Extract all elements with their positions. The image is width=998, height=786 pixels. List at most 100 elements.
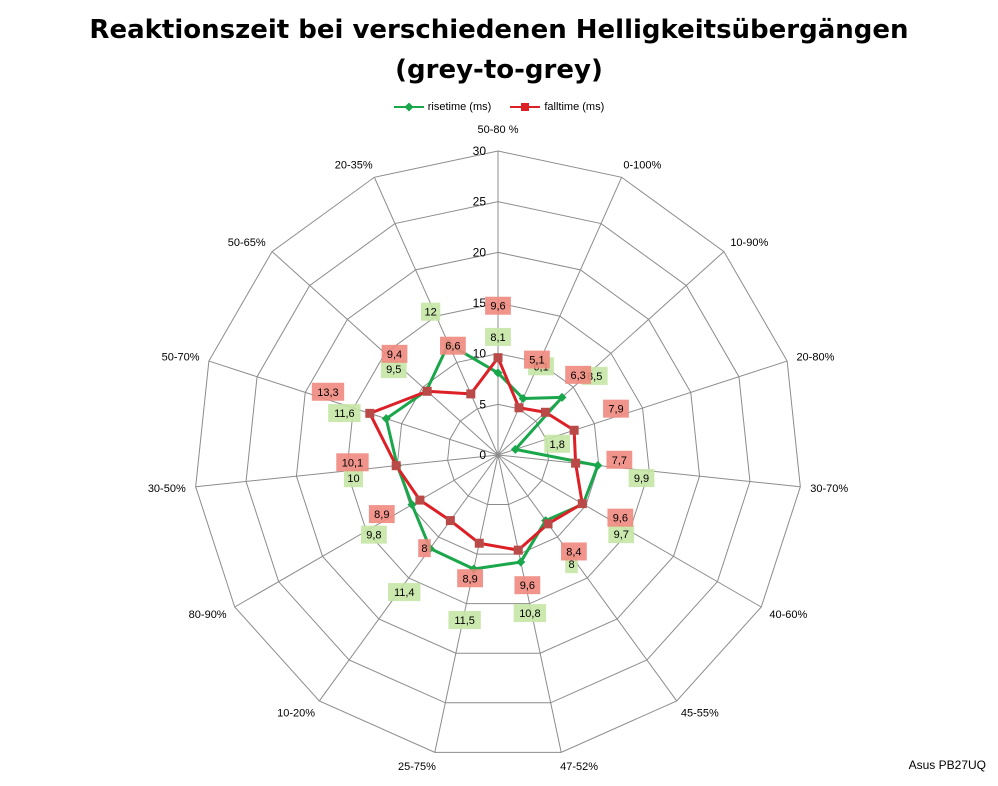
- category-label: 20-80%: [796, 352, 834, 364]
- data-label-bg: [485, 327, 511, 346]
- data-label: 7,9: [608, 404, 623, 416]
- data-label-bg: [607, 508, 634, 527]
- data-label-bg: [380, 360, 407, 379]
- data-label: 6,3: [570, 370, 585, 382]
- data-label: 13,3: [317, 387, 338, 399]
- data-label-bg: [457, 569, 483, 588]
- category-label: 47-52%: [560, 761, 598, 773]
- radial-tick-labels: 0 5 10 15 20 25 30: [473, 144, 487, 462]
- category-label: 0-100%: [623, 159, 661, 171]
- data-labels: 8,16,18,51,89,99,7810,811,511,49,81011,6…: [311, 296, 655, 630]
- data-label-bg: [418, 539, 431, 558]
- data-point: [569, 425, 579, 435]
- data-label: 8,4: [566, 546, 581, 558]
- data-point: [422, 386, 432, 396]
- data-label-bg: [381, 344, 408, 363]
- data-label: 9,9: [634, 473, 649, 485]
- data-point: [513, 545, 523, 555]
- grid-ring-15: [346, 302, 650, 605]
- series-line: [384, 342, 600, 571]
- data-label: 9,6: [520, 580, 535, 592]
- data-label-bg: [368, 505, 395, 524]
- category-label: 25-75%: [398, 761, 436, 773]
- data-label: 8,9: [374, 509, 389, 521]
- legend-swatch-risetime: [393, 103, 424, 111]
- data-label-bg: [311, 382, 345, 401]
- legend-label-falltime: falltime (ms): [544, 101, 605, 113]
- data-point: [466, 389, 476, 399]
- chart-legend: risetime (ms) falltime (ms): [0, 101, 998, 114]
- category-label: 30-70%: [810, 483, 848, 495]
- tick-label: 10: [473, 347, 487, 361]
- data-label: 9,6: [613, 513, 628, 525]
- data-label: 8: [568, 559, 574, 571]
- data-label-bg: [388, 583, 421, 602]
- data-label-bg: [565, 365, 592, 384]
- tick-label: 20: [473, 245, 487, 259]
- data-point: [407, 500, 417, 510]
- category-label: 50-70%: [162, 352, 200, 364]
- data-point: [445, 516, 455, 526]
- data-point: [571, 458, 581, 468]
- data-label-bg: [448, 611, 481, 630]
- data-label: 10,1: [342, 457, 363, 469]
- tick-label: 25: [473, 195, 487, 209]
- data-label: 12: [425, 307, 437, 319]
- data-label-bg: [328, 404, 361, 423]
- data-label-bg: [421, 302, 441, 321]
- series-line: [368, 356, 584, 552]
- data-label: 9,6: [490, 301, 505, 313]
- data-point: [391, 461, 401, 471]
- category-label: 30-50%: [148, 483, 186, 495]
- chart-title-line-1: Reaktionszeit bei verschiedenen Helligke…: [89, 15, 909, 45]
- radar-grid: [195, 150, 801, 753]
- data-label-bg: [628, 469, 655, 488]
- grid-spoke-9: [318, 454, 499, 702]
- data-label-bg: [603, 399, 629, 418]
- chart-title-line-2: (grey-to-grey): [395, 55, 603, 85]
- data-point: [381, 414, 391, 424]
- category-label: 10-20%: [277, 707, 315, 719]
- data-point: [365, 408, 375, 418]
- data-label-bg: [514, 576, 541, 595]
- data-point: [474, 538, 484, 548]
- category-label: 50-80 %: [478, 124, 519, 136]
- tick-label: 30: [473, 144, 487, 158]
- data-point: [510, 444, 520, 454]
- legend-swatch-falltime: [510, 103, 541, 111]
- data-label: 11,4: [394, 587, 415, 599]
- data-label: 5,1: [529, 355, 544, 367]
- data-label-bg: [524, 350, 550, 369]
- data-label: 9,5: [386, 364, 401, 376]
- series-falltime: [365, 353, 587, 555]
- data-point: [493, 353, 503, 363]
- data-label-bg: [343, 469, 364, 488]
- data-label: 7,7: [612, 455, 627, 467]
- data-point: [518, 394, 528, 404]
- data-label: 11,6: [334, 408, 355, 420]
- tick-label: 0: [479, 448, 486, 462]
- grid-ring-25: [245, 201, 751, 704]
- data-label: 8: [421, 543, 427, 555]
- grid-ring-10: [396, 353, 600, 555]
- data-point: [493, 368, 503, 378]
- data-label-bg: [360, 525, 387, 544]
- data-label: 8,9: [462, 573, 477, 585]
- data-label-bg: [440, 336, 466, 355]
- chart-title: Reaktionszeit bei verschiedenen Helligke…: [0, 10, 998, 90]
- data-point: [415, 495, 425, 505]
- category-label: 10-90%: [730, 237, 768, 249]
- data-point: [516, 557, 526, 567]
- data-label: 10,8: [519, 608, 540, 620]
- data-label: 8,1: [490, 332, 505, 344]
- data-label-bg: [544, 434, 571, 453]
- category-label: 80-90%: [189, 609, 227, 621]
- grid-spoke-8: [434, 454, 499, 753]
- tick-label: 5: [479, 397, 486, 411]
- data-point: [557, 392, 567, 402]
- data-label: 10: [347, 473, 359, 485]
- data-label: 9,8: [366, 530, 381, 542]
- data-point: [577, 499, 587, 509]
- data-label-bg: [560, 542, 587, 561]
